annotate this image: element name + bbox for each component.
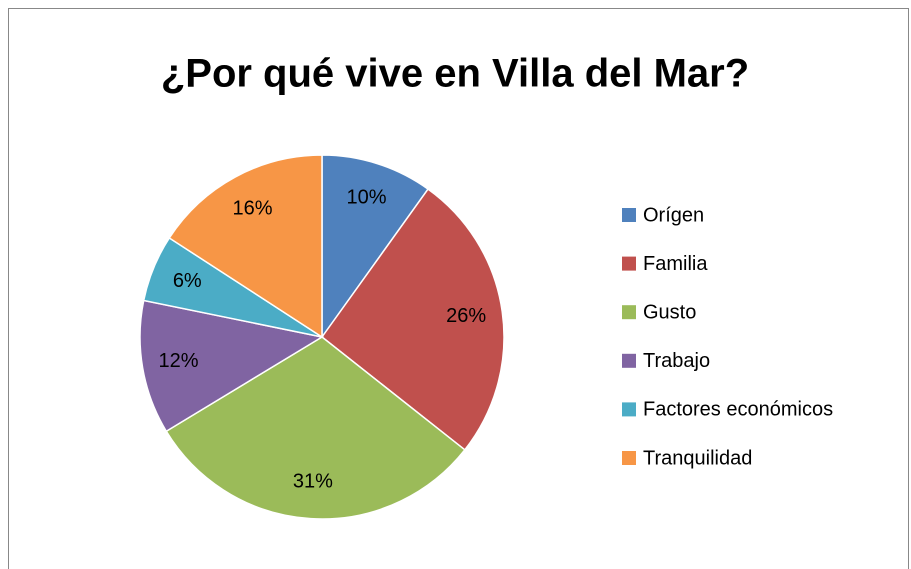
legend-label: Orígen — [643, 204, 704, 226]
data-label: 12% — [159, 350, 199, 372]
pie-slice — [321, 154, 430, 340]
legend-label: Tranquilidad — [643, 447, 752, 469]
data-label: 6% — [173, 270, 202, 292]
legend-swatch — [622, 208, 636, 222]
data-label: 31% — [293, 471, 333, 493]
legend-swatch — [622, 353, 636, 368]
pie-slice — [320, 188, 505, 451]
legend-swatch — [622, 451, 636, 465]
pie-slice — [168, 154, 323, 339]
legend-swatch — [622, 402, 636, 417]
data-label: 10% — [347, 187, 387, 209]
legend-label: Gusto — [643, 301, 696, 323]
legend-swatch — [622, 305, 636, 320]
legend-label: Familia — [643, 253, 708, 275]
legend-label: Factores económicos — [643, 399, 833, 421]
data-label: 26% — [446, 305, 486, 327]
legend-swatch — [622, 256, 636, 271]
data-label: 16% — [232, 197, 272, 219]
chart-title: ¿Por qué vive en Villa del Mar? — [161, 52, 749, 96]
legend-label: Trabajo — [643, 350, 710, 372]
pie-slice — [139, 299, 325, 433]
pie-slice — [165, 336, 466, 520]
